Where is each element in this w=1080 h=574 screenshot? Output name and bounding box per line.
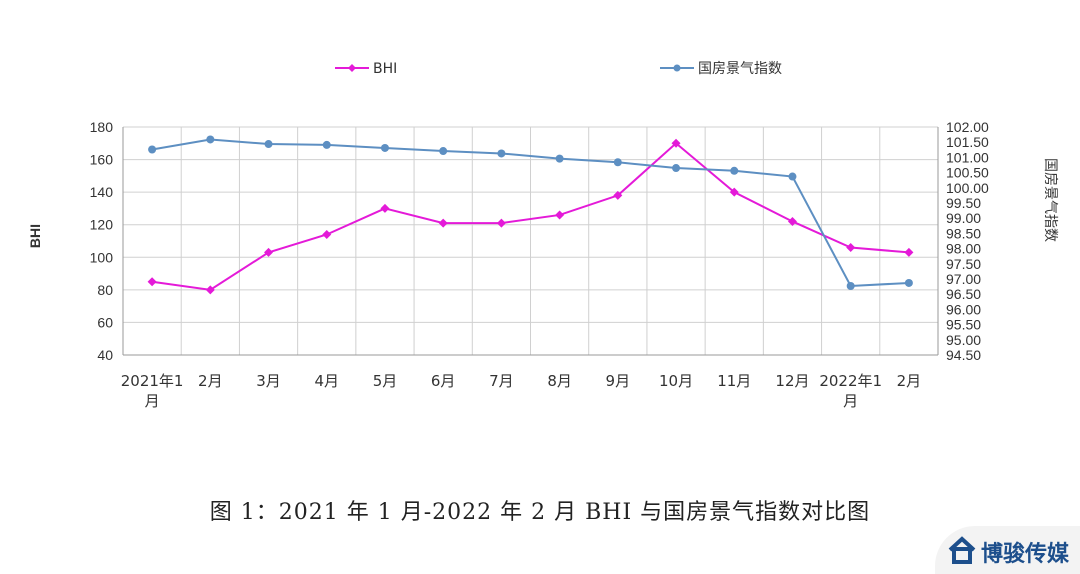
right-axis-ticks: 94.5095.0095.5096.0096.5097.0097.5098.00… — [946, 119, 989, 363]
left-tick-label: 60 — [97, 314, 113, 330]
data-point — [438, 218, 448, 228]
data-point — [613, 190, 623, 200]
x-tick-line: 2021年1 — [121, 372, 184, 390]
data-point — [846, 243, 856, 253]
right-tick-label: 100.00 — [946, 180, 989, 196]
left-tick-label: 100 — [90, 249, 114, 265]
x-tick-label: 8月 — [547, 372, 572, 390]
x-tick-label: 3月 — [256, 372, 281, 390]
right-tick-label: 97.50 — [946, 256, 981, 272]
grid-lines — [123, 126, 938, 355]
x-tick-line: 2022年1 — [819, 372, 882, 390]
left-tick-label: 140 — [90, 184, 114, 200]
left-tick-label: 80 — [97, 282, 113, 298]
data-point — [206, 135, 215, 144]
data-point — [788, 172, 797, 181]
right-tick-label: 102.00 — [946, 119, 989, 135]
x-tick-label: 2月 — [198, 372, 223, 390]
x-tick-label: 2021年1 月 — [121, 372, 184, 410]
data-point — [148, 145, 157, 154]
data-point — [555, 154, 564, 163]
x-tick-label: 6月 — [431, 372, 456, 390]
x-tick-label: 10月 — [659, 372, 693, 390]
data-point — [904, 278, 913, 287]
legend: BHI 国房景气指数 — [335, 61, 782, 77]
data-point — [904, 247, 914, 257]
series-line-0 — [151, 141, 909, 291]
x-tick-label: 4月 — [314, 372, 339, 390]
data-point — [729, 187, 739, 197]
data-point — [380, 143, 389, 152]
data-point — [322, 229, 332, 239]
legend-marker — [348, 64, 356, 72]
left-tick-label: 180 — [90, 119, 114, 135]
right-tick-label: 94.50 — [946, 347, 981, 363]
figure-caption: 图 1：2021 年 1 月-2022 年 2 月 BHI 与国房景气指数对比图 — [209, 500, 871, 525]
data-point — [264, 247, 274, 257]
axes — [122, 127, 939, 356]
right-tick-label: 97.00 — [946, 271, 981, 287]
right-tick-label: 101.00 — [946, 149, 989, 165]
data-point — [439, 147, 448, 156]
x-tick-label: 11月 — [717, 372, 751, 390]
data-point — [380, 203, 390, 213]
data-point — [555, 210, 565, 220]
x-tick-label: 5月 — [373, 372, 398, 390]
data-point — [264, 140, 273, 149]
data-point — [497, 149, 506, 158]
x-tick-line: 月 — [843, 392, 858, 410]
data-point — [322, 140, 331, 149]
legend-marker — [673, 64, 681, 72]
data-point — [672, 164, 681, 173]
left-axis-label: BHI — [27, 224, 43, 248]
data-point — [147, 277, 157, 287]
x-tick-label: 2月 — [897, 372, 922, 390]
left-tick-label: 40 — [97, 347, 113, 363]
watermark-text: 博骏传媒 — [981, 542, 1070, 567]
right-tick-label: 100.50 — [946, 165, 989, 181]
data-point — [613, 158, 622, 167]
right-tick-label: 99.50 — [946, 195, 981, 211]
x-tick-line: 月 — [145, 392, 160, 410]
right-tick-label: 95.00 — [946, 332, 981, 348]
series-line-1 — [151, 138, 909, 288]
legend-label: 国房景气指数 — [698, 61, 782, 77]
x-tick-label: 2022年1 月 — [819, 372, 882, 410]
right-tick-label: 101.50 — [946, 134, 989, 150]
data-point — [787, 216, 797, 226]
data-point — [846, 281, 855, 290]
series-group — [147, 135, 914, 295]
right-tick-label: 96.50 — [946, 286, 981, 302]
data-point — [730, 166, 739, 175]
x-tick-label: 7月 — [489, 372, 514, 390]
logo-icon — [948, 536, 976, 564]
data-point — [205, 285, 215, 295]
data-point — [496, 218, 506, 228]
left-axis-ticks: 40 60 80 100 120 140 160 180 — [90, 119, 114, 363]
x-tick-label: 9月 — [606, 372, 631, 390]
right-axis-label: 国房景气指数 — [1042, 158, 1058, 242]
x-axis-ticks: 2021年1 月2月 3月 4月 5月 6月 7月 8月 9月 10月 11月 12月 2022年1 月2… — [121, 372, 921, 410]
left-tick-label: 160 — [90, 152, 114, 168]
data-point — [671, 138, 681, 148]
right-tick-label: 95.50 — [946, 317, 981, 333]
right-tick-label: 96.00 — [946, 301, 981, 317]
right-tick-label: 99.00 — [946, 210, 981, 226]
x-tick-label: 12月 — [775, 372, 809, 390]
right-tick-label: 98.50 — [946, 225, 981, 241]
legend-label: BHI — [373, 61, 397, 77]
right-tick-label: 98.00 — [946, 241, 981, 257]
left-tick-label: 120 — [90, 217, 114, 233]
watermark: 博骏传媒 — [935, 526, 1080, 574]
